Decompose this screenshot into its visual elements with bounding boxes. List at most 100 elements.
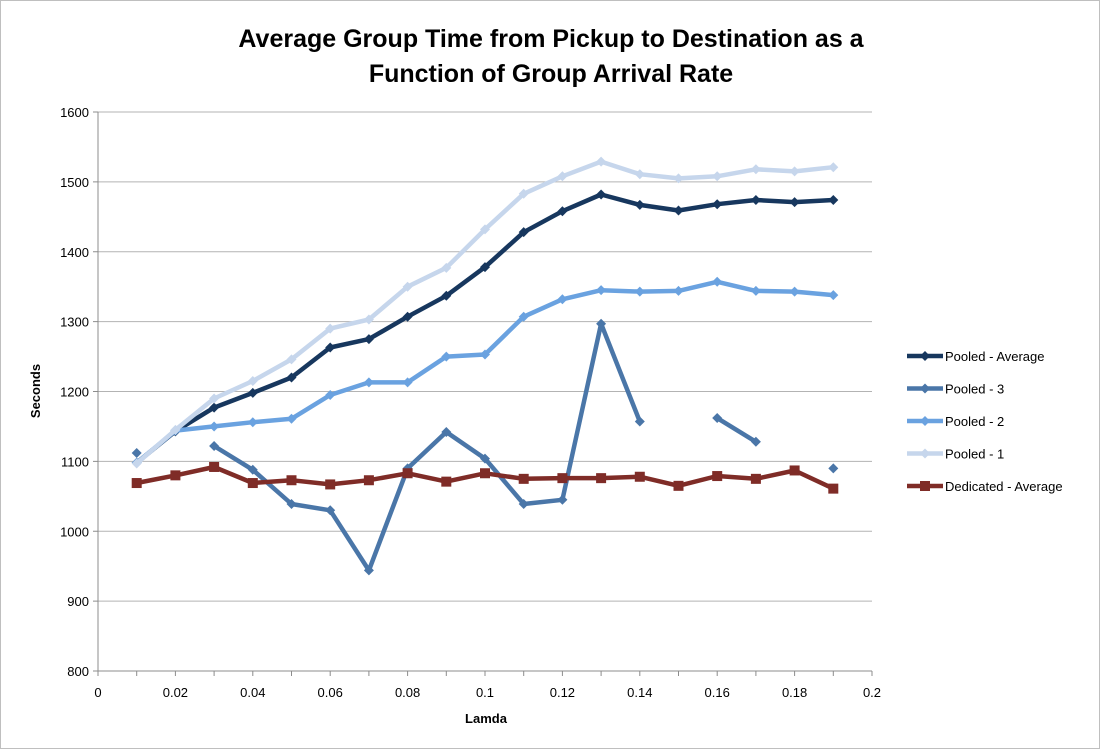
legend-swatch-marker: [920, 448, 930, 459]
legend-label: Pooled - Average: [945, 349, 1045, 364]
y-tick-label: 1600: [60, 105, 89, 120]
y-tick-label: 1300: [60, 315, 89, 330]
data-point: [557, 494, 568, 505]
data-point: [596, 156, 607, 167]
data-point: [634, 286, 645, 297]
data-point: [441, 476, 452, 487]
data-point: [286, 475, 297, 486]
data-point: [325, 389, 336, 400]
legend-label: Dedicated - Average: [945, 479, 1063, 494]
legend-swatch-marker: [920, 416, 930, 426]
series-4: [131, 156, 839, 469]
data-point: [325, 479, 336, 490]
data-point: [209, 402, 220, 413]
legend-swatch-marker: [920, 351, 930, 361]
legend-entry: Dedicated - Average: [907, 479, 1063, 494]
data-point: [518, 227, 529, 238]
data-point: [828, 290, 839, 301]
data-point: [673, 173, 684, 184]
data-point: [170, 424, 181, 435]
data-point: [634, 169, 645, 180]
data-point: [286, 413, 297, 424]
legend-entry: Pooled - 1: [907, 447, 1004, 462]
data-point: [750, 285, 761, 296]
data-point: [673, 205, 684, 216]
axes: [93, 111, 873, 676]
data-point: [441, 290, 452, 301]
x-tick-label: 0.02: [163, 685, 188, 700]
data-point: [828, 463, 839, 474]
data-point: [712, 199, 723, 210]
series-line: [134, 279, 836, 466]
data-point: [712, 471, 723, 482]
x-tick-label: 0.04: [240, 685, 265, 700]
data-point: [673, 480, 684, 491]
data-point: [209, 461, 220, 472]
legend-label: Pooled - 1: [945, 447, 1004, 462]
data-point: [634, 199, 645, 210]
data-point: [518, 311, 529, 322]
data-point: [441, 351, 452, 362]
x-tick-labels: 0 0.02 0.04 0.06 0.08 0.1 0.12 0.14 0.16 0.18 0.2: [94, 685, 881, 700]
data-point: [750, 473, 761, 484]
legend: Pooled - Average Pooled - 3 Pooled - 2 Pool…: [907, 349, 1063, 494]
data-point: [750, 164, 761, 175]
data-point: [363, 377, 374, 388]
data-point: [131, 458, 142, 469]
data-point: [480, 224, 490, 235]
y-tick-label: 1400: [60, 245, 89, 260]
series-2: [131, 318, 839, 576]
data-point: [286, 498, 297, 509]
data-point: [286, 372, 297, 383]
legend-swatch-marker: [920, 481, 930, 491]
data-point: [480, 262, 490, 273]
series-5: [131, 461, 839, 494]
data-point: [557, 294, 568, 305]
data-point: [209, 441, 220, 452]
data-point: [247, 478, 258, 489]
data-point: [673, 285, 684, 296]
data-point: [131, 478, 142, 489]
data-point: [441, 427, 452, 438]
y-tick-labels: 800 900 1000 1100 1200 1300 1400 1500 1600: [60, 105, 89, 679]
data-point: [789, 197, 800, 208]
data-point: [480, 453, 490, 464]
data-point: [286, 354, 297, 365]
data-point: [247, 464, 258, 475]
chart-title-line-2: Function of Group Arrival Rate: [369, 60, 733, 88]
data-point: [557, 206, 568, 217]
data-point: [634, 416, 645, 427]
data-point: [518, 498, 529, 509]
data-point: [557, 473, 568, 484]
data-point: [209, 421, 220, 432]
data-point: [363, 565, 374, 576]
data-point: [596, 285, 607, 296]
legend-label: Pooled - 2: [945, 414, 1004, 429]
x-axis-label: Lamda: [465, 711, 508, 726]
data-point: [789, 166, 800, 177]
data-point: [131, 447, 142, 458]
data-point: [596, 318, 607, 329]
data-point: [170, 470, 181, 481]
data-point: [557, 171, 568, 182]
data-point: [325, 342, 336, 353]
y-tick-label: 900: [67, 594, 89, 609]
data-point: [789, 286, 800, 297]
data-point: [596, 189, 607, 200]
data-point: [596, 473, 607, 484]
data-point: [402, 311, 413, 322]
legend-entry: Pooled - 3: [907, 382, 1004, 397]
data-point: [518, 473, 529, 484]
data-point: [712, 413, 723, 424]
data-point: [209, 393, 220, 404]
data-point: [480, 349, 490, 360]
y-tick-label: 1200: [60, 385, 89, 400]
data-point: [828, 483, 839, 494]
chart-title: Average Group Time from Pickup to Destin…: [238, 25, 864, 88]
y-axis-label: Seconds: [28, 364, 43, 418]
chart-title-line-1: Average Group Time from Pickup to Destin…: [238, 25, 864, 53]
data-point: [828, 162, 839, 173]
series-group: [131, 156, 839, 576]
x-tick-label: 0.14: [627, 685, 652, 700]
